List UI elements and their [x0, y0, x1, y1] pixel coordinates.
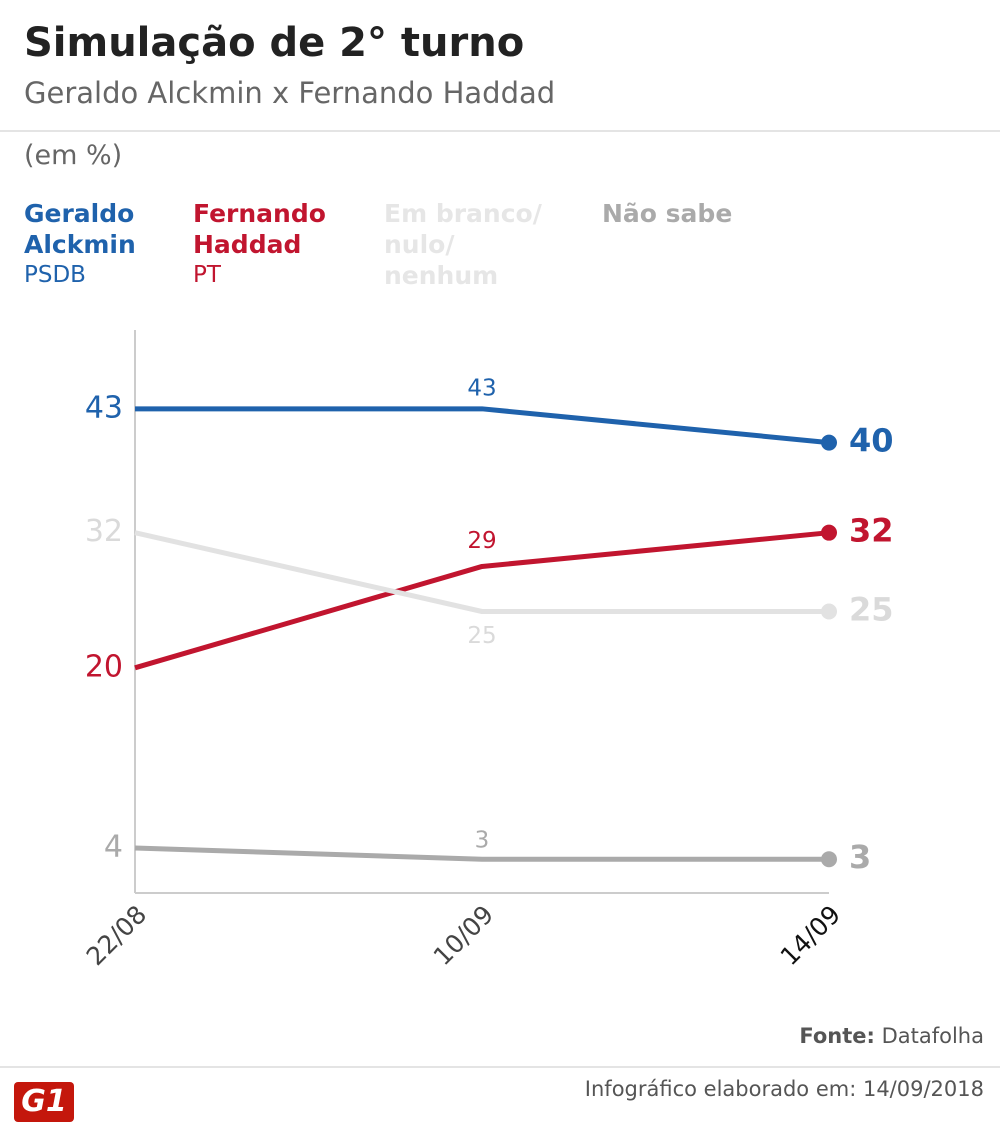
- x-tick-label: 22/08: [81, 900, 152, 971]
- legend-name: Geraldo Alckmin: [24, 199, 136, 259]
- chart-subtitle: Geraldo Alckmin x Fernando Haddad: [24, 76, 556, 110]
- legend-item: Não sabe: [602, 198, 802, 229]
- separator: [0, 1066, 1000, 1068]
- source-name: Datafolha: [881, 1024, 984, 1048]
- legend-item: Fernando Haddad PT: [193, 198, 373, 290]
- legend-party: PT: [193, 262, 221, 288]
- data-label: 32: [849, 512, 894, 550]
- legend-item: Em branco/ nulo/ nenhum: [384, 198, 552, 291]
- logo: G1: [14, 1082, 74, 1122]
- footer: Infográfico elaborado em: 14/09/2018: [584, 1077, 984, 1101]
- series-line: [134, 530, 829, 614]
- series-line: [134, 845, 829, 862]
- data-label: 40: [849, 422, 894, 460]
- source-label: Fonte:: [799, 1024, 875, 1048]
- legend-name: Em branco/ nulo/ nenhum: [384, 199, 542, 290]
- legend-party: PSDB: [24, 262, 86, 288]
- end-dot: [821, 851, 837, 868]
- series-line: [135, 406, 830, 446]
- data-label: 4: [104, 829, 123, 864]
- legend-name: Não sabe: [602, 199, 733, 228]
- chart-title: Simulação de 2° turno: [24, 20, 525, 66]
- data-label: 25: [849, 591, 894, 629]
- data-label: 32: [85, 514, 123, 549]
- data-label: 3: [849, 838, 871, 876]
- x-tick-label: 10/09: [428, 900, 499, 971]
- end-dot: [821, 434, 837, 451]
- x-tick-label: 14/09: [775, 900, 846, 971]
- data-label: 20: [85, 649, 123, 684]
- data-label: 3: [475, 828, 490, 854]
- legend-item: Geraldo Alckmin PSDB: [24, 198, 194, 290]
- source: Fonte: Datafolha: [799, 1024, 984, 1048]
- data-label: 29: [467, 528, 496, 554]
- legend-name: Fernando Haddad: [193, 199, 326, 259]
- series-line: [134, 530, 830, 671]
- end-dot: [821, 603, 837, 620]
- unit-label: (em %): [24, 140, 123, 171]
- separator: [0, 130, 1000, 132]
- data-label: 25: [467, 623, 496, 649]
- data-label: 43: [85, 390, 123, 425]
- end-dot: [821, 524, 837, 541]
- data-label: 43: [467, 375, 496, 401]
